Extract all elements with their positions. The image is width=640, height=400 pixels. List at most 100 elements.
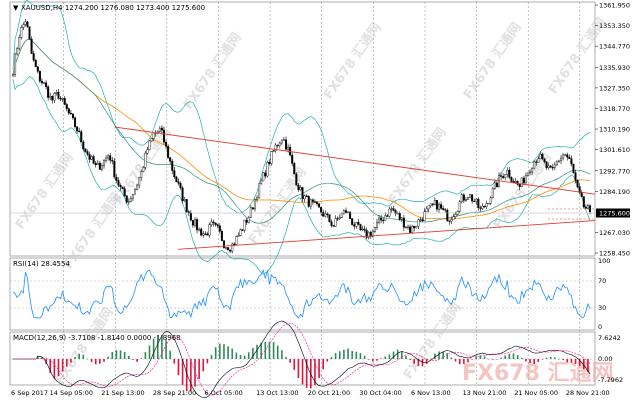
candle-body <box>86 151 89 155</box>
macd-hist-bar <box>239 355 242 359</box>
macd-hist-bar <box>587 359 589 373</box>
price-axis-label: 1361.950 <box>599 2 630 10</box>
candle-body <box>351 218 354 225</box>
candle-body <box>57 92 60 99</box>
price-axis-label: 1301.610 <box>599 146 630 154</box>
candle-body <box>208 224 211 236</box>
symbol-header: XAUUSD,H4 1274.200 1276.080 1273.400 127… <box>21 4 205 12</box>
candle-body <box>291 154 294 164</box>
macd-hist-bar <box>41 357 43 359</box>
macd-hist-bar <box>421 359 424 367</box>
candle-body <box>409 226 412 233</box>
candle-body <box>142 167 145 172</box>
macd-hist-bar <box>293 359 296 370</box>
candle-body <box>47 86 50 98</box>
candle-body <box>28 26 31 40</box>
candle-body <box>407 226 410 228</box>
candle-body <box>537 158 540 163</box>
price-axis-label: 1292.770 <box>599 167 630 175</box>
rsi-panel[interactable] <box>9 257 596 331</box>
candle-body <box>438 204 441 210</box>
macd-hist-bar <box>458 359 461 365</box>
candle-body <box>299 187 302 190</box>
candle-body <box>572 163 575 174</box>
candle-body <box>493 182 496 189</box>
macd-hist-bar <box>297 359 300 378</box>
candle-body <box>82 141 85 150</box>
candle-body <box>160 127 163 131</box>
candle-body <box>90 156 93 160</box>
candle-body <box>510 177 513 182</box>
candle-body <box>425 208 428 212</box>
price-axis-label: 1318.770 <box>599 105 630 113</box>
triangle-lower-trendline[interactable] <box>177 220 596 250</box>
candle-body <box>88 154 91 160</box>
macd-hist-bar <box>537 359 540 362</box>
macd-hist-bar <box>281 350 283 359</box>
time-axis-label: 30 Oct 04:00 <box>359 389 401 397</box>
candle-body <box>462 194 465 201</box>
candle-body <box>206 233 209 236</box>
candle-body <box>123 188 126 196</box>
candle-body <box>433 200 436 205</box>
candle-body <box>369 232 372 237</box>
candle-body <box>454 214 457 217</box>
macd-hist-bar <box>326 359 329 362</box>
candle-body <box>504 174 507 178</box>
macd-hist-bar <box>70 359 72 363</box>
candle-body <box>34 59 37 68</box>
candle-body <box>574 172 577 181</box>
macd-hist-bar <box>247 352 250 359</box>
candle-body <box>78 130 81 133</box>
candle-body <box>127 201 130 203</box>
macd-hist-bar <box>140 358 143 359</box>
candle-body <box>452 216 455 220</box>
current-price-tag <box>596 208 630 218</box>
candle-body <box>287 146 290 150</box>
candle-body <box>586 205 589 209</box>
price-panel[interactable] <box>9 1 596 257</box>
candle-body <box>220 231 223 241</box>
candle-body <box>394 210 397 214</box>
macd-hist-bar <box>401 351 403 359</box>
candle-body <box>84 148 87 152</box>
macd-hist-bar <box>161 334 163 359</box>
candle-body <box>328 214 331 222</box>
macd-hist-bar <box>119 350 122 359</box>
macd-hist-bar <box>483 356 486 359</box>
chart-dropdown-icon[interactable]: ▼ <box>13 4 19 12</box>
candle-body <box>175 176 178 182</box>
candle-body <box>256 197 259 200</box>
candle-body <box>125 195 128 203</box>
candle-body <box>237 235 240 237</box>
candle-body <box>535 161 538 163</box>
candle-body <box>102 160 105 167</box>
macd-hist-bar <box>169 350 171 359</box>
candle-body <box>227 247 230 251</box>
candle-body <box>545 161 548 168</box>
candle-body <box>514 180 517 183</box>
macd-hist-bar <box>442 351 444 359</box>
candle-body <box>239 229 242 236</box>
macd-hist-bar <box>512 353 515 359</box>
candle-body <box>30 38 33 54</box>
candle-body <box>117 180 120 186</box>
candle-body <box>431 203 434 205</box>
candle-body <box>419 219 422 221</box>
candle-body <box>539 154 542 160</box>
candle-body <box>193 219 196 226</box>
candle-body <box>458 201 461 212</box>
triangle-upper-trendline[interactable] <box>114 126 596 195</box>
candle-body <box>231 243 234 252</box>
macd-hist-bar <box>45 359 47 365</box>
macd-hist-bar <box>562 359 564 361</box>
macd-hist-bar <box>272 342 275 359</box>
macd-hist-bar <box>235 352 238 359</box>
candle-body <box>487 203 490 205</box>
macd-hist-bar <box>570 359 573 363</box>
macd-hist-bar <box>65 359 68 367</box>
candle-body <box>516 180 519 185</box>
candle-body <box>98 162 101 170</box>
macd-hist-bar <box>219 343 221 359</box>
